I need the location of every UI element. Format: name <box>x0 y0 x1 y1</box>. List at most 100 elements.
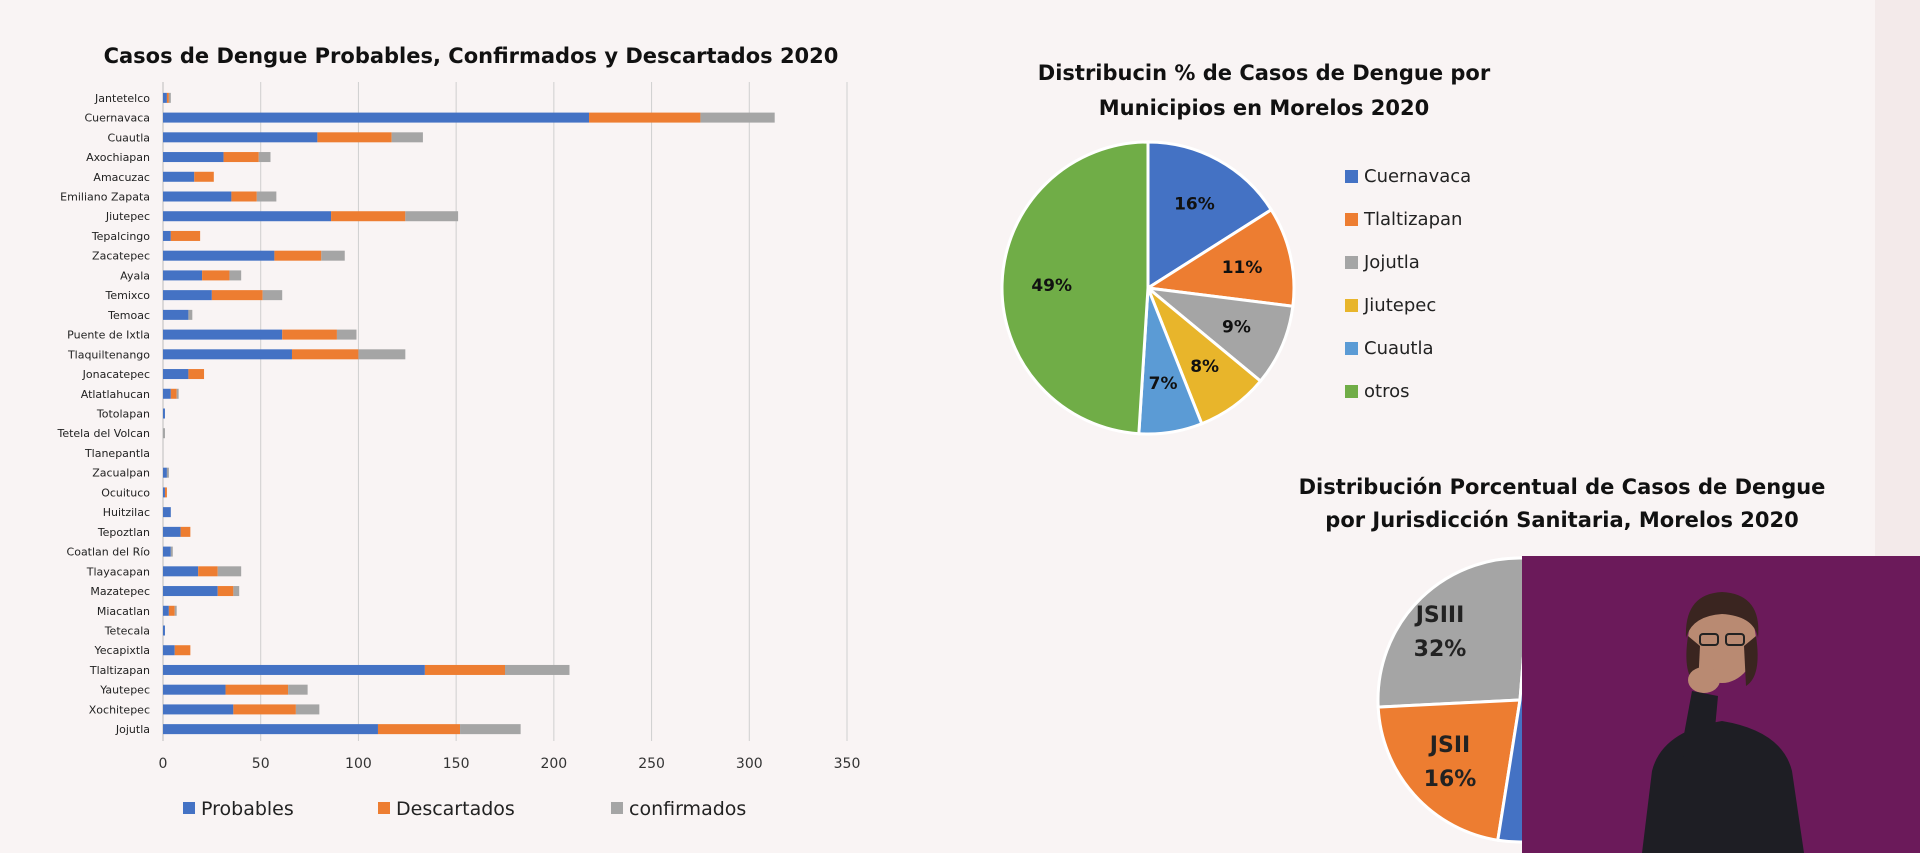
bar-segment-probables <box>163 625 165 636</box>
category-label: Jantetelco <box>94 92 150 105</box>
sign-language-interpreter-video <box>1522 556 1920 853</box>
pie2-title-line-1: Distribución Porcentual de Casos de Deng… <box>1299 475 1826 499</box>
category-label: Zacatepec <box>92 250 150 263</box>
bar-segment-confirmados <box>321 250 345 261</box>
bar-segment-confirmados <box>288 684 308 695</box>
pie1-slices <box>1000 140 1296 436</box>
category-label: Yautepec <box>99 684 150 697</box>
municipios-pie-chart: Distribucin % de Casos de Dengue por Mun… <box>1000 61 1491 436</box>
pie1-legend-label: Jiutepec <box>1363 295 1436 316</box>
bar-chart-x-ticks: 0 50 100 150 200 250 300 350 <box>159 756 861 772</box>
category-label: Coatlan del Río <box>67 546 151 559</box>
category-label: Axochiapan <box>86 151 150 164</box>
bar-segment-descartados <box>589 112 701 123</box>
bar-segment-probables <box>163 586 218 597</box>
bar-segment-probables <box>163 605 169 616</box>
bar-segment-confirmados <box>460 724 521 735</box>
bar-chart-bars <box>163 92 775 735</box>
category-label: Jojutla <box>115 723 150 736</box>
bar-segment-confirmados <box>168 92 171 103</box>
legend-swatch <box>183 802 195 814</box>
bar-segment-confirmados <box>174 605 177 616</box>
pie1-legend-label: Jojutla <box>1363 252 1420 273</box>
pie1-legend-swatch <box>1345 256 1358 269</box>
x-tick-label: 0 <box>159 756 168 772</box>
bar-segment-probables <box>163 290 212 301</box>
bar-segment-descartados <box>223 152 259 163</box>
category-label: Atlatlahucan <box>81 388 150 401</box>
bar-segment-confirmados <box>256 191 277 202</box>
pie1-slice-label: 9% <box>1222 317 1251 337</box>
bar-segment-confirmados <box>163 428 165 439</box>
bar-segment-probables <box>163 349 292 360</box>
legend-label: Descartados <box>396 798 515 820</box>
bar-segment-descartados <box>194 171 214 182</box>
category-label: Ayala <box>120 269 150 282</box>
pie2-slice-labels: JSIII 32% JSII 16% <box>1414 603 1477 792</box>
bar-segment-confirmados <box>505 664 570 675</box>
bar-segment-descartados <box>424 664 505 675</box>
bar-segment-descartados <box>377 724 461 735</box>
pie2-slice-percent: 16% <box>1424 767 1477 792</box>
pie2-slice-name: JSIII <box>1414 603 1465 628</box>
pie1-legend-swatch <box>1345 342 1358 355</box>
category-label: Puente de Ixtla <box>67 329 150 342</box>
bar-segment-descartados <box>225 684 289 695</box>
pie1-legend-label: Tlaltizapan <box>1363 209 1462 230</box>
bar-segment-descartados <box>291 349 359 360</box>
category-label: Zacualpan <box>92 467 150 480</box>
bar-segment-descartados <box>317 132 392 143</box>
bar-segment-descartados <box>168 605 175 616</box>
pie1-title-line-2: Municipios en Morelos 2020 <box>1099 96 1429 120</box>
bar-segment-probables <box>163 388 171 399</box>
bar-segment-descartados <box>231 191 257 202</box>
category-label: Huitzilac <box>103 506 150 519</box>
bar-segment-confirmados <box>188 309 193 320</box>
bar-chart-category-labels: Jantetelco Cuernavaca Cuautla Axochiapan Ama… <box>56 92 150 736</box>
bar-segment-probables <box>163 467 167 478</box>
pie1-legend-swatch <box>1345 213 1358 226</box>
bar-segment-probables <box>163 171 195 182</box>
bar-chart-legend: Probables Descartados confirmados <box>183 798 746 820</box>
bar-segment-probables <box>163 566 199 577</box>
category-label: Jonacatepec <box>82 368 150 381</box>
bar-segment-probables <box>163 152 224 163</box>
x-tick-label: 250 <box>638 756 665 772</box>
category-label: Jiutepec <box>105 210 150 223</box>
x-tick-label: 100 <box>345 756 372 772</box>
bar-segment-descartados <box>211 290 263 301</box>
legend-label: confirmados <box>629 798 746 820</box>
pie1-title-line-1: Distribucin % de Casos de Dengue por <box>1038 61 1491 85</box>
category-label: Tlayacapan <box>86 565 150 578</box>
bar-segment-descartados <box>274 250 322 261</box>
bar-segment-descartados <box>217 586 234 597</box>
pie1-legend-label: Cuernavaca <box>1364 166 1471 187</box>
bar-segment-probables <box>163 664 425 675</box>
pie1-slice-label: 8% <box>1190 357 1219 377</box>
bar-segment-descartados <box>166 92 169 103</box>
pie1-slice-label: 11% <box>1222 258 1263 278</box>
pie1-slice-label: 49% <box>1031 276 1072 296</box>
category-label: Tepalcingo <box>91 230 150 243</box>
bar-segment-confirmados <box>166 467 169 478</box>
stacked-bar-chart: Casos de Dengue Probables, Confirmados y… <box>56 44 860 820</box>
bar-segment-descartados <box>170 230 201 241</box>
bar-segment-probables <box>163 112 590 123</box>
category-label: Tlaltizapan <box>89 664 150 677</box>
pie1-slice <box>1146 140 1274 291</box>
bar-segment-confirmados <box>358 349 406 360</box>
bar-segment-probables <box>163 507 171 518</box>
pie1-slice-labels: 16% 11% 9%8% 7% 49% <box>1031 195 1262 395</box>
x-tick-label: 150 <box>443 756 470 772</box>
bar-segment-confirmados <box>336 329 357 340</box>
bar-segment-descartados <box>331 211 406 222</box>
pie2-title-line-2: por Jurisdicción Sanitaria, Morelos 2020 <box>1325 508 1798 532</box>
bar-segment-confirmados <box>176 388 179 399</box>
pie2-slice <box>1376 698 1522 842</box>
bar-segment-probables <box>163 250 275 261</box>
bar-segment-confirmados <box>700 112 775 123</box>
pie1-legend-label: Cuautla <box>1364 338 1434 359</box>
category-label: Cuautla <box>108 131 150 144</box>
x-tick-label: 200 <box>540 756 567 772</box>
bar-segment-descartados <box>233 704 296 715</box>
